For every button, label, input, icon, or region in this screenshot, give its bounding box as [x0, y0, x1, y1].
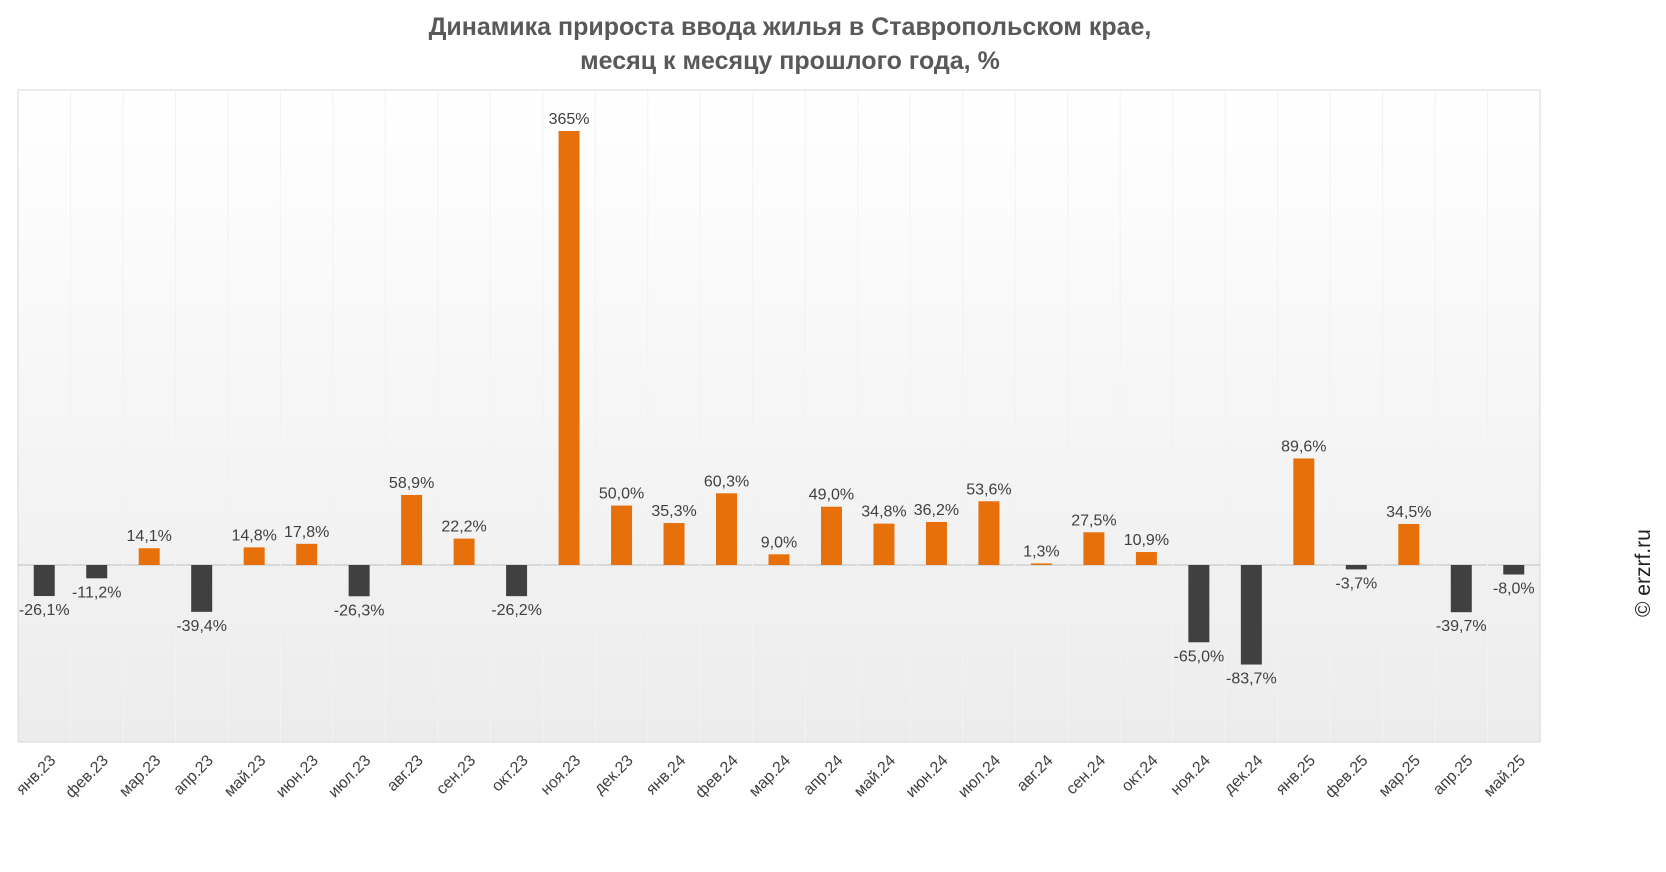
bar-авг.23: [401, 494, 423, 565]
source-watermark: © erzrf.ru: [1632, 529, 1655, 617]
value-label: 50,0%: [599, 486, 644, 503]
chart-title-line1: Динамика прироста ввода жилья в Ставропо…: [428, 13, 1152, 41]
value-label: 14,1%: [127, 528, 172, 545]
bar-апр.23: [191, 565, 213, 612]
bar-мар.24: [768, 554, 790, 565]
bar-июн.24: [925, 521, 947, 565]
value-label: 365%: [549, 111, 590, 128]
bar-июл.24: [978, 501, 1000, 565]
value-label: 49,0%: [809, 487, 854, 504]
x-axis-label: мар.24: [746, 752, 794, 800]
chart-title: Динамика прироста ввода жилья в Ставропо…: [0, 10, 1580, 78]
x-axis-label: май.23: [221, 752, 269, 800]
x-axis-label: янв.24: [643, 752, 689, 798]
bar-май.25: [1503, 565, 1525, 575]
value-label: 35,3%: [651, 503, 696, 520]
value-label: -11,2%: [72, 584, 122, 601]
value-label: 36,2%: [914, 502, 959, 519]
x-axis-label: ноя.23: [538, 752, 584, 798]
x-axis-label: июн.24: [903, 752, 952, 801]
bar-июн.23: [296, 543, 318, 565]
x-axis-label: дек.24: [1221, 752, 1267, 798]
value-label: 89,6%: [1281, 438, 1326, 455]
x-axis-label: июл.24: [955, 752, 1004, 801]
bar-фев.23: [86, 565, 108, 579]
value-label: 60,3%: [704, 473, 749, 490]
value-label: -39,7%: [1436, 618, 1487, 635]
value-label: 27,5%: [1071, 512, 1116, 529]
x-axis-label: сен.24: [1063, 752, 1109, 798]
value-label: -8,0%: [1493, 581, 1535, 598]
x-axis-label: июн.23: [273, 752, 322, 801]
bar-фев.25: [1345, 565, 1367, 570]
bar-фев.24: [716, 493, 738, 565]
value-label: -26,1%: [19, 602, 70, 619]
bar-янв.25: [1293, 458, 1315, 565]
bar-окт.23: [506, 565, 528, 597]
bar-ноя.24: [1188, 565, 1210, 643]
bar-апр.25: [1450, 565, 1472, 613]
x-axis-label: мар.23: [116, 752, 164, 800]
value-label: 58,9%: [389, 475, 434, 492]
value-label: 34,5%: [1386, 504, 1431, 521]
x-axis-label: апр.25: [1430, 752, 1477, 799]
value-label: 10,9%: [1124, 532, 1169, 549]
x-axis-label: мар.25: [1376, 752, 1424, 800]
x-axis-labels: янв.23 фев.23 мар.23 апр.23 май.23 июн.23 июл.…: [13, 752, 1529, 801]
x-axis-label: янв.25: [1273, 752, 1319, 798]
value-label: -26,2%: [491, 602, 542, 619]
x-axis-label: апр.24: [800, 752, 847, 799]
bar-июл.23: [348, 565, 370, 597]
value-label: -26,3%: [334, 602, 385, 619]
x-axis-label: окт.23: [489, 752, 532, 795]
x-axis-label: авг.23: [384, 752, 427, 795]
value-label: 1,3%: [1023, 543, 1059, 560]
bar-дек.24: [1240, 565, 1262, 665]
bar-апр.24: [820, 506, 842, 565]
category-separators: [69, 90, 1489, 742]
x-axis-label: фев.24: [692, 752, 741, 801]
x-axis-label: май.25: [1481, 752, 1529, 800]
chart-title-line2: месяц к месяцу прошлого года, %: [580, 47, 1000, 75]
bars: [33, 131, 1525, 665]
value-label: 34,8%: [861, 504, 906, 521]
value-label: 9,0%: [761, 534, 797, 551]
bar-мар.23: [138, 548, 160, 565]
bar-сен.24: [1083, 532, 1105, 565]
x-axis-label: фев.25: [1322, 752, 1371, 801]
value-label: -39,4%: [176, 618, 227, 635]
bar-май.24: [873, 523, 895, 565]
value-label: 14,8%: [231, 527, 276, 544]
value-label: 53,6%: [966, 481, 1011, 498]
bar-мар.25: [1398, 523, 1420, 565]
value-label: 17,8%: [284, 524, 329, 541]
x-axis-label: дек.23: [591, 752, 637, 798]
x-axis-label: апр.23: [170, 752, 217, 799]
value-label: -3,7%: [1335, 575, 1377, 592]
value-label: 22,2%: [441, 519, 486, 536]
bar-авг.24: [1030, 563, 1052, 565]
value-label: -83,7%: [1226, 671, 1277, 688]
x-axis-label: май.24: [851, 752, 899, 800]
bar-дек.23: [611, 505, 633, 565]
x-axis-label: янв.23: [13, 752, 59, 798]
bar-янв.23: [33, 565, 55, 597]
x-axis-label: сен.23: [433, 752, 479, 798]
value-label: -65,0%: [1174, 648, 1225, 665]
value-labels: -26,1%-11,2% 14,1% -39,4% 14,8% 17,8% -26,3% 5…: [19, 111, 1535, 688]
bar-ноя.23: [558, 131, 580, 565]
plot-area: [17, 89, 1541, 743]
x-axis-label: ноя.24: [1168, 752, 1214, 798]
x-axis-label: окт.24: [1119, 752, 1162, 795]
bar-сен.23: [453, 538, 475, 565]
x-axis-label: авг.24: [1014, 752, 1057, 795]
bar-май.23: [243, 547, 265, 565]
x-axis-label: фев.23: [63, 752, 112, 801]
x-axis-label: июл.23: [325, 752, 374, 801]
bar-янв.24: [663, 523, 685, 565]
bar-окт.24: [1135, 552, 1157, 565]
